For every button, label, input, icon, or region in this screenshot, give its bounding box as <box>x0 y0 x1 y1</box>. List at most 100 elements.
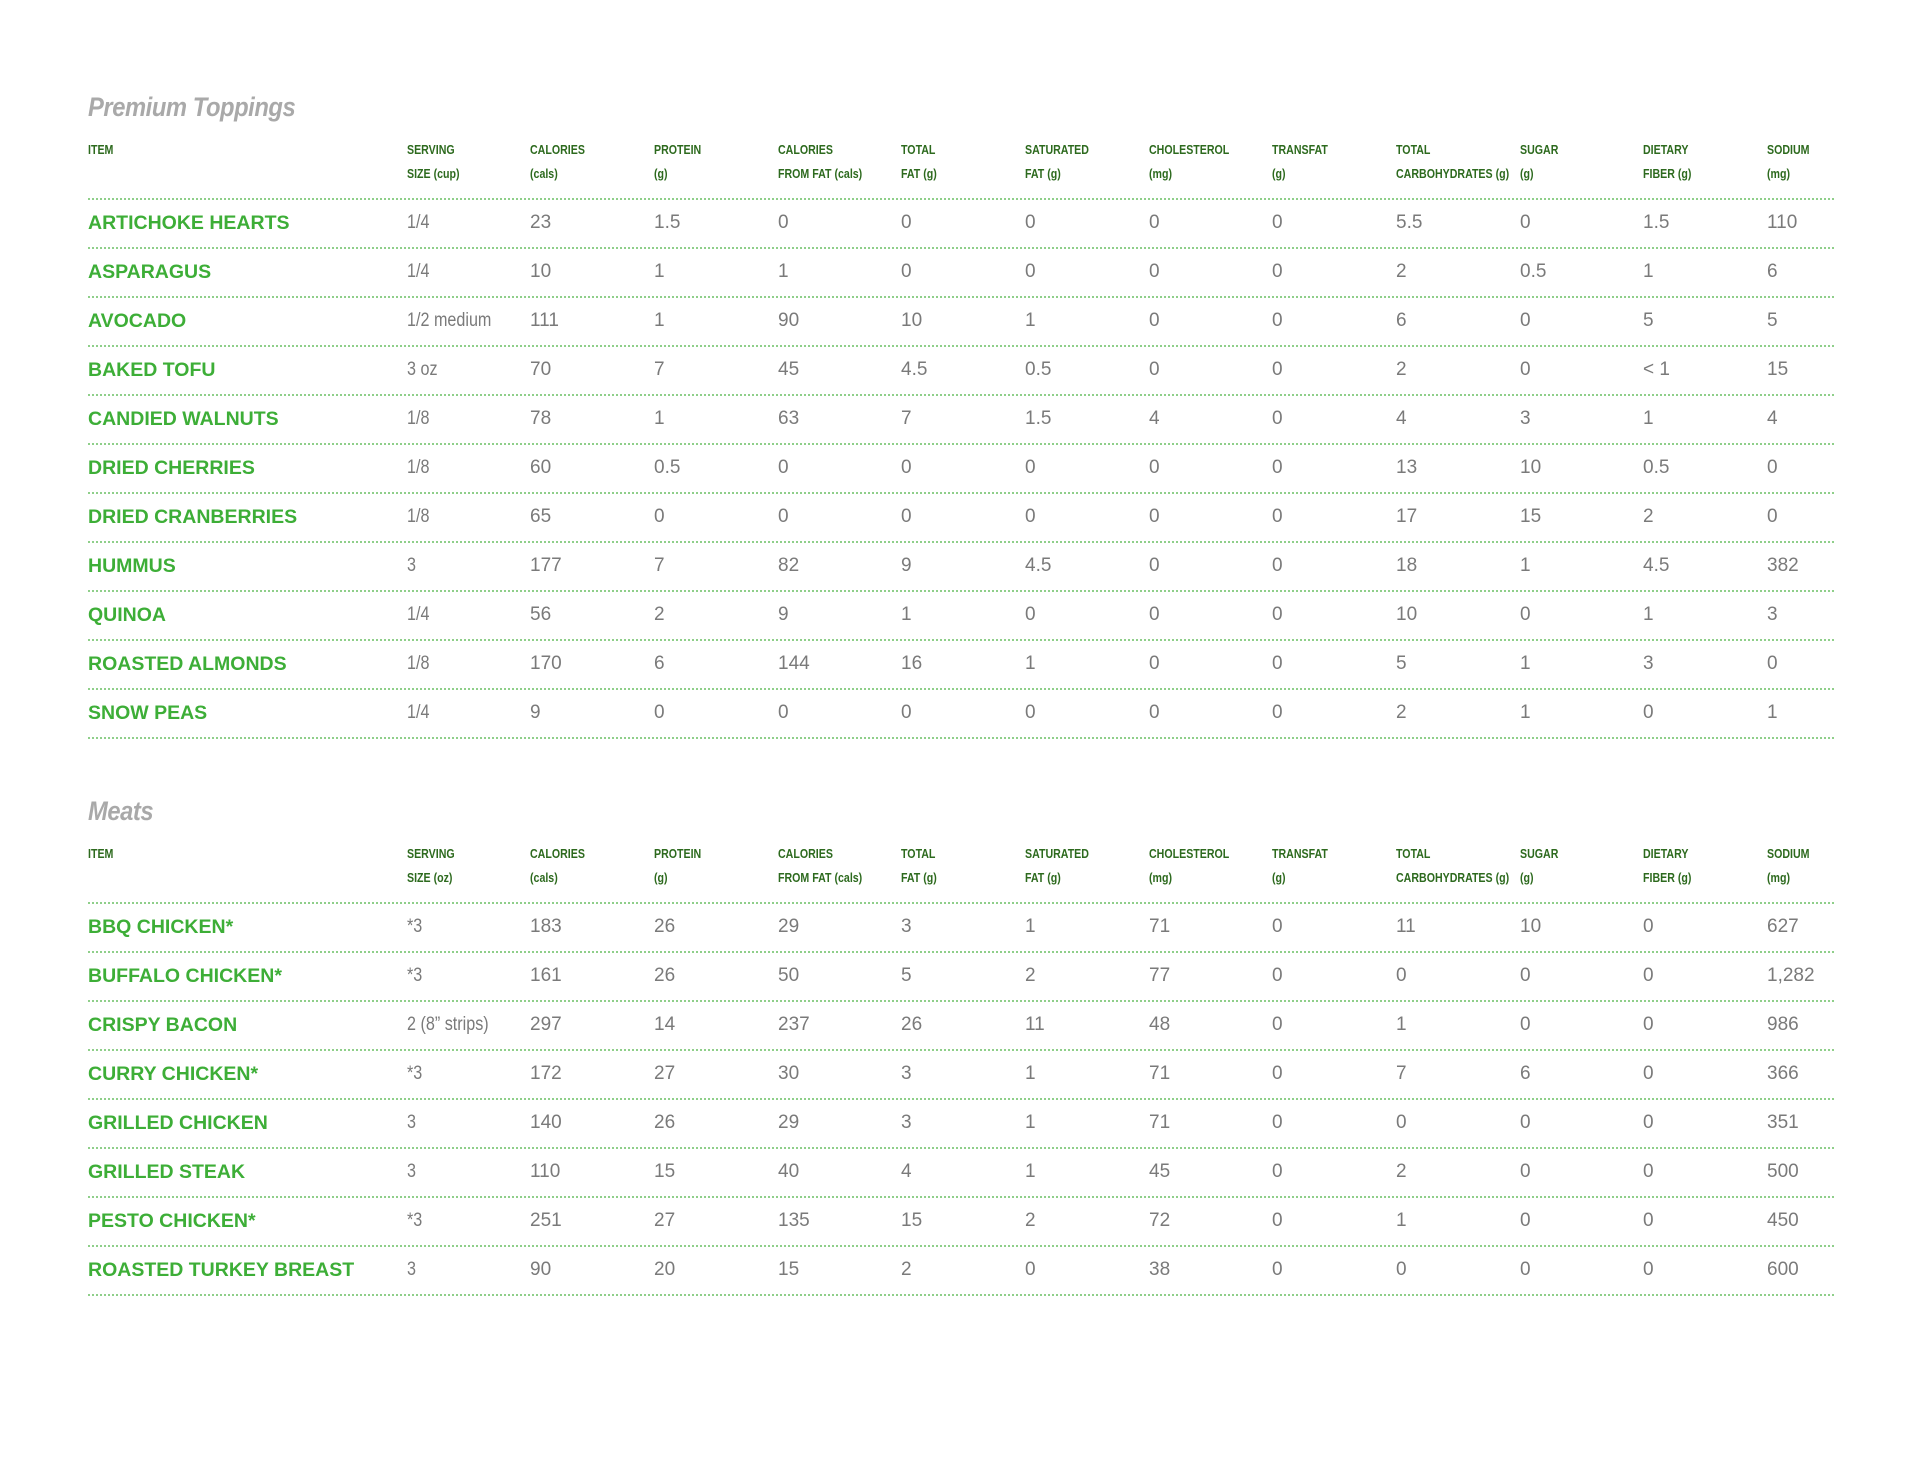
cell-transfat: 0 <box>1272 604 1283 625</box>
header-line: FIBER (g) <box>1643 167 1692 181</box>
cell-serving-size: 3 oz <box>407 359 438 380</box>
header-line: CALORIES <box>778 847 833 861</box>
cell-protein: 20 <box>654 1259 676 1280</box>
table-row: SNOW PEAS 1/4 9 0 0 0 0 0 0 2 1 0 1 <box>88 690 1834 739</box>
column-header-protein: PROTEIN (g) <box>654 138 701 186</box>
cell-calories-from-fat: 82 <box>778 555 800 576</box>
cell-calories-from-fat: 144 <box>778 653 810 674</box>
cell-total-fat: 3 <box>901 1063 912 1084</box>
cell-calories-from-fat: 40 <box>778 1161 800 1182</box>
header-line: TRANSFAT <box>1272 143 1328 157</box>
header-line: CARBOHYDRATES (g) <box>1396 167 1510 181</box>
header-line: CALORIES <box>778 143 833 157</box>
cell-total-fat: 3 <box>901 1112 912 1133</box>
cell-serving-size: 1/2 medium <box>407 310 492 331</box>
cell-item: ASPARAGUS <box>88 261 212 283</box>
header-line: SATURATED <box>1025 143 1089 157</box>
cell-item: BAKED TOFU <box>88 359 216 381</box>
table-row: BAKED TOFU 3 oz 70 7 45 4.5 0.5 0 0 2 0 < 1 15 <box>88 347 1834 396</box>
cell-sodium: 600 <box>1767 1259 1799 1280</box>
header-line: PROTEIN <box>654 143 702 157</box>
cell-sodium: 450 <box>1767 1210 1799 1231</box>
cell-cholesterol: 45 <box>1149 1161 1171 1182</box>
cell-calories-from-fat: 0 <box>778 457 789 478</box>
cell-total-fat: 3 <box>901 916 912 937</box>
cell-calories-from-fat: 237 <box>778 1014 810 1035</box>
cell-dietary-fiber: 1 <box>1643 408 1654 429</box>
cell-calories: 10 <box>530 261 552 282</box>
cell-dietary-fiber: 4.5 <box>1643 555 1670 576</box>
cell-dietary-fiber: 1 <box>1643 604 1654 625</box>
cell-total-carbohydrates: 18 <box>1396 555 1418 576</box>
cell-transfat: 0 <box>1272 916 1283 937</box>
header-line: (mg) <box>1767 871 1791 885</box>
cell-calories-from-fat: 135 <box>778 1210 810 1231</box>
column-header-transfat: TRANSFAT (g) <box>1272 138 1328 186</box>
cell-saturated-fat: 2 <box>1025 1210 1036 1231</box>
header-line: FAT (g) <box>1025 167 1061 181</box>
cell-calories: 23 <box>530 212 552 233</box>
cell-sodium: 0 <box>1767 506 1778 527</box>
cell-calories: 60 <box>530 457 552 478</box>
header-line: DIETARY <box>1643 847 1689 861</box>
cell-total-carbohydrates: 7 <box>1396 1063 1407 1084</box>
cell-calories-from-fat: 9 <box>778 604 789 625</box>
cell-calories-from-fat: 90 <box>778 310 800 331</box>
column-header-transfat: TRANSFAT (g) <box>1272 842 1328 890</box>
premium-toppings-section: Premium Toppings ITEM SERVING SIZE (cup) CAL… <box>88 92 1834 739</box>
cell-total-carbohydrates: 0 <box>1396 1112 1407 1133</box>
header-line: (mg) <box>1149 167 1173 181</box>
cell-total-fat: 0 <box>901 212 912 233</box>
cell-protein: 27 <box>654 1063 676 1084</box>
cell-item: CRISPY BACON <box>88 1014 238 1036</box>
cell-saturated-fat: 4.5 <box>1025 555 1052 576</box>
cell-total-carbohydrates: 10 <box>1396 604 1418 625</box>
cell-transfat: 0 <box>1272 555 1283 576</box>
cell-total-carbohydrates: 5.5 <box>1396 212 1423 233</box>
header-line: FROM FAT (cals) <box>778 871 863 885</box>
cell-transfat: 0 <box>1272 965 1283 986</box>
cell-protein: 2 <box>654 604 665 625</box>
header-line: (g) <box>1272 167 1286 181</box>
cell-sugar: 0 <box>1520 1259 1531 1280</box>
cell-dietary-fiber: 0.5 <box>1643 457 1670 478</box>
cell-total-fat: 1 <box>901 604 912 625</box>
cell-calories-from-fat: 0 <box>778 212 789 233</box>
cell-calories-from-fat: 30 <box>778 1063 800 1084</box>
cell-item: CANDIED WALNUTS <box>88 408 279 430</box>
cell-sodium: 500 <box>1767 1161 1799 1182</box>
cell-calories: 65 <box>530 506 552 527</box>
cell-sugar: 3 <box>1520 408 1531 429</box>
cell-saturated-fat: 0 <box>1025 261 1036 282</box>
cell-protein: 1.5 <box>654 212 681 233</box>
cell-protein: 14 <box>654 1014 676 1035</box>
header-line: (g) <box>1520 167 1534 181</box>
cell-serving-size: *3 <box>407 965 423 986</box>
cell-total-fat: 26 <box>901 1014 923 1035</box>
table-row: BBQ CHICKEN* *3 183 26 29 3 1 71 0 11 10 0 627 <box>88 904 1834 953</box>
header-line: ITEM <box>88 143 114 157</box>
cell-serving-size: 3 <box>407 1161 416 1182</box>
cell-calories: 90 <box>530 1259 552 1280</box>
header-line: PROTEIN <box>654 847 702 861</box>
cell-item: GRILLED STEAK <box>88 1161 246 1183</box>
header-line: DIETARY <box>1643 143 1689 157</box>
header-line: SIZE (oz) <box>407 871 453 885</box>
cell-dietary-fiber: 0 <box>1643 1063 1654 1084</box>
cell-calories: 172 <box>530 1063 562 1084</box>
cell-saturated-fat: 0.5 <box>1025 359 1052 380</box>
cell-sugar: 10 <box>1520 457 1542 478</box>
cell-serving-size: 1/8 <box>407 408 430 429</box>
cell-sodium: 15 <box>1767 359 1789 380</box>
cell-total-carbohydrates: 11 <box>1396 916 1416 937</box>
column-header-item: ITEM <box>88 138 113 162</box>
cell-transfat: 0 <box>1272 1063 1283 1084</box>
cell-total-fat: 9 <box>901 555 912 576</box>
cell-sodium: 627 <box>1767 916 1799 937</box>
cell-total-fat: 4 <box>901 1161 912 1182</box>
cell-transfat: 0 <box>1272 1161 1283 1182</box>
cell-cholesterol: 71 <box>1149 1063 1171 1084</box>
cell-calories: 177 <box>530 555 562 576</box>
cell-dietary-fiber: 3 <box>1643 653 1654 674</box>
cell-saturated-fat: 0 <box>1025 604 1036 625</box>
